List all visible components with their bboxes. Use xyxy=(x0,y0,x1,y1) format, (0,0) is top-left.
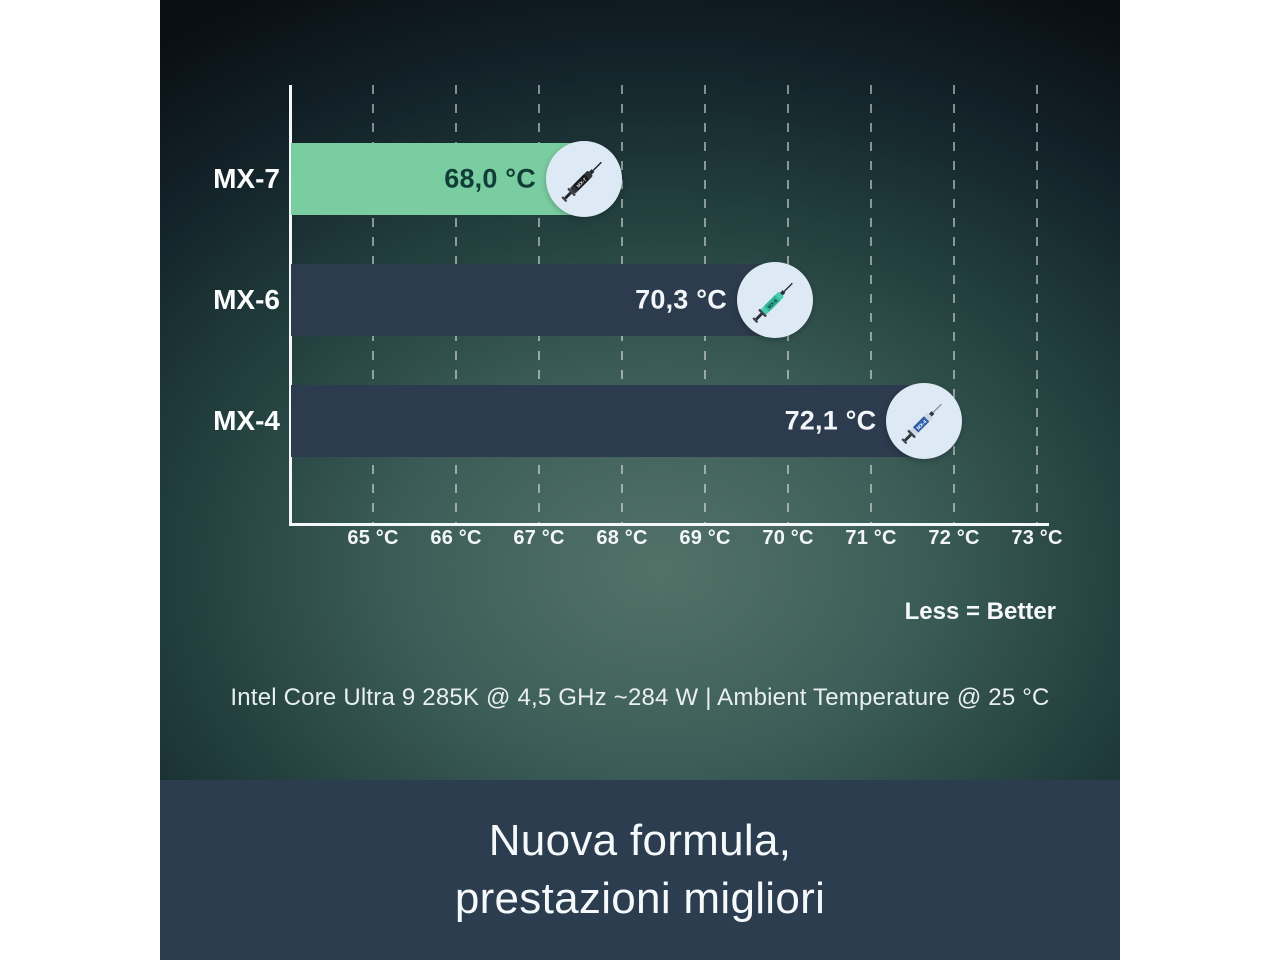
test-conditions-subtitle: Intel Core Ultra 9 285K @ 4,5 GHz ~284 W… xyxy=(230,684,1050,711)
x-axis-line xyxy=(289,523,1049,526)
category-label-mx-4: MX-4 xyxy=(213,405,280,436)
x-tick-label: 66 °C xyxy=(430,527,482,549)
bar-mx-4 xyxy=(291,385,963,457)
gridline-73 xyxy=(1036,85,1038,523)
y-axis-line xyxy=(289,85,292,526)
gridline-72 xyxy=(953,85,955,523)
category-label-mx-6: MX-6 xyxy=(213,284,280,315)
bar-end-circle-mx-6: MX-6 xyxy=(736,262,813,338)
tagline-banner: Nuova formula, prestazioni migliori xyxy=(160,780,1120,960)
x-tick-label: 71 °C xyxy=(845,527,897,549)
x-tick-label: 67 °C xyxy=(513,527,565,549)
value-label-mx-4: 72,1 °C xyxy=(784,405,877,436)
x-tick-label: 65 °C xyxy=(347,527,399,549)
gridline-71 xyxy=(870,85,872,523)
bar-end-circle-mx-4: MX-4 xyxy=(886,383,963,459)
bar-mx-6 xyxy=(291,264,813,336)
thermal-paste-syringe-icon: MX-4 xyxy=(901,403,943,444)
bar-end-circle-mx-7: MX-7 xyxy=(546,141,622,217)
x-tick-label: 69 °C xyxy=(679,527,731,549)
thermal-paste-syringe-icon: MX-7 xyxy=(561,161,602,202)
x-tick-label: 70 °C xyxy=(762,527,814,549)
category-label-mx-7: MX-7 xyxy=(213,163,280,194)
tagline-line-2: prestazioni migliori xyxy=(454,874,826,923)
x-tick-label: 73 °C xyxy=(1011,527,1063,549)
page-left-margin xyxy=(0,0,160,960)
temperature-bar-chart: 65 °C 66 °C 67 °C 68 °C 69 °C 70 °C 71 °C 72 °C… xyxy=(160,0,1120,780)
tagline-line-1: Nuova formula, xyxy=(488,815,792,865)
x-tick-label: 68 °C xyxy=(596,527,648,549)
value-label-mx-7: 68,0 °C xyxy=(444,163,536,194)
value-label-mx-6: 70,3 °C xyxy=(635,284,727,315)
thermal-paste-syringe-icon: MX-6 xyxy=(752,282,793,323)
product-image: 65 °C 66 °C 67 °C 68 °C 69 °C 70 °C 71 °C 72 °C… xyxy=(160,0,1120,960)
x-tick-label: 72 °C xyxy=(928,527,980,549)
page-right-margin xyxy=(1120,0,1280,960)
less-is-better-note: Less = Better xyxy=(904,598,1056,625)
